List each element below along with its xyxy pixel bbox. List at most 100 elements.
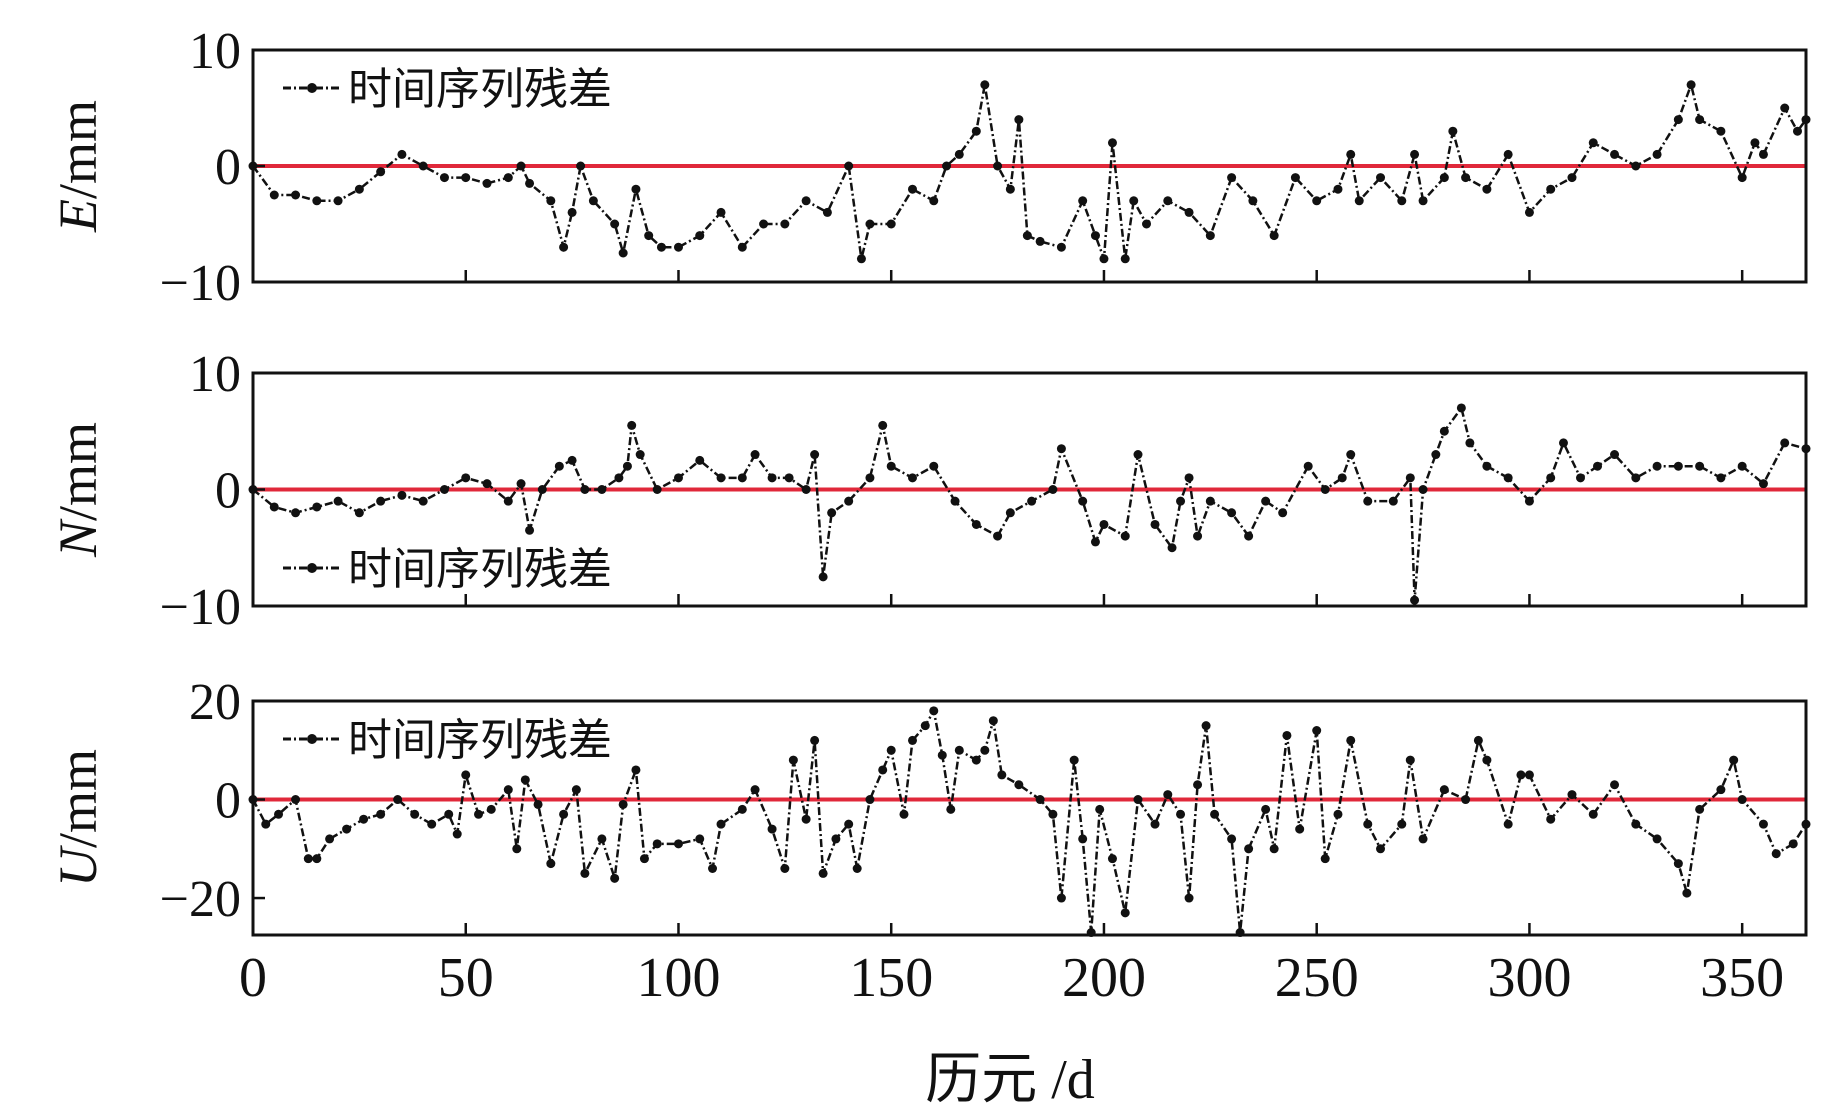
data-point bbox=[1056, 242, 1066, 252]
data-point bbox=[567, 455, 577, 465]
data-point bbox=[942, 161, 952, 171]
data-point bbox=[1465, 438, 1475, 448]
data-point bbox=[1210, 809, 1220, 819]
data-point bbox=[899, 809, 909, 819]
data-point bbox=[695, 455, 705, 465]
data-point bbox=[354, 184, 364, 194]
data-point bbox=[1354, 196, 1364, 206]
data-point bbox=[980, 745, 990, 755]
data-point bbox=[444, 809, 454, 819]
data-point bbox=[1346, 450, 1356, 460]
data-point bbox=[610, 219, 620, 229]
data-point bbox=[1346, 735, 1356, 745]
data-point bbox=[644, 231, 654, 241]
data-point bbox=[750, 785, 760, 795]
data-point bbox=[1363, 819, 1373, 829]
data-point bbox=[1069, 755, 1079, 765]
legend-marker-icon bbox=[307, 83, 317, 93]
data-point bbox=[1439, 173, 1449, 183]
data-point bbox=[576, 161, 586, 171]
data-point bbox=[1163, 790, 1173, 800]
data-point bbox=[878, 765, 888, 775]
data-point bbox=[516, 479, 526, 489]
data-point bbox=[1737, 461, 1747, 471]
data-point bbox=[1120, 254, 1130, 264]
data-point bbox=[359, 814, 369, 824]
data-point bbox=[1295, 824, 1305, 834]
data-point bbox=[673, 242, 683, 252]
data-point bbox=[580, 485, 590, 494]
data-point bbox=[1729, 755, 1739, 765]
data-point bbox=[1410, 595, 1420, 605]
x-tick-label: 200 bbox=[1062, 947, 1146, 1009]
data-point bbox=[376, 809, 386, 819]
data-point bbox=[1737, 795, 1747, 805]
data-point bbox=[1056, 444, 1066, 454]
data-point bbox=[393, 795, 403, 805]
data-point bbox=[1682, 888, 1692, 898]
data-point bbox=[1244, 844, 1254, 854]
data-point bbox=[780, 863, 790, 873]
data-point bbox=[1176, 809, 1186, 819]
data-point bbox=[737, 473, 747, 483]
data-point bbox=[1431, 450, 1441, 460]
data-point bbox=[1107, 854, 1117, 864]
data-point bbox=[376, 496, 386, 506]
data-point bbox=[1227, 508, 1237, 518]
legend: 时间序列残差 bbox=[283, 545, 612, 594]
data-point bbox=[1652, 149, 1662, 159]
x-tick-label: 250 bbox=[1275, 947, 1359, 1009]
data-point bbox=[269, 190, 279, 200]
data-point bbox=[1750, 138, 1760, 148]
legend-label: 时间序列残差 bbox=[348, 65, 612, 114]
data-point bbox=[827, 508, 837, 518]
data-point bbox=[503, 785, 513, 795]
data-point bbox=[1631, 819, 1641, 829]
data-point bbox=[503, 173, 513, 183]
data-point bbox=[1673, 461, 1683, 471]
data-point bbox=[261, 819, 271, 829]
data-point bbox=[1686, 80, 1696, 90]
data-point bbox=[1078, 196, 1088, 206]
y-axis-variable: U bbox=[48, 845, 108, 887]
data-point bbox=[652, 839, 662, 849]
data-point bbox=[1503, 819, 1513, 829]
data-point bbox=[907, 473, 917, 483]
data-point bbox=[1090, 537, 1100, 547]
data-point bbox=[618, 799, 628, 809]
data-point bbox=[1150, 819, 1160, 829]
data-point bbox=[1473, 735, 1483, 745]
data-point bbox=[461, 770, 471, 780]
data-point bbox=[865, 219, 875, 229]
data-point bbox=[1780, 438, 1790, 448]
x-tick-label: 300 bbox=[1487, 947, 1571, 1009]
data-point bbox=[1593, 461, 1603, 471]
data-point bbox=[503, 496, 513, 506]
data-point bbox=[929, 461, 939, 471]
data-point bbox=[767, 473, 777, 483]
data-point bbox=[1095, 804, 1105, 814]
data-point bbox=[1099, 254, 1109, 264]
data-point bbox=[618, 248, 628, 258]
data-point bbox=[1610, 450, 1620, 460]
data-point bbox=[1269, 844, 1279, 854]
data-point bbox=[1448, 126, 1458, 136]
data-point bbox=[865, 795, 875, 805]
data-point bbox=[597, 834, 607, 844]
data-point bbox=[333, 496, 343, 506]
data-point bbox=[1546, 184, 1556, 194]
data-point bbox=[597, 485, 607, 494]
data-point bbox=[333, 196, 343, 206]
data-point bbox=[810, 735, 820, 745]
data-point bbox=[1456, 403, 1466, 413]
data-point bbox=[886, 745, 896, 755]
data-point bbox=[822, 207, 832, 217]
plot-frame bbox=[251, 699, 1808, 937]
data-point bbox=[622, 461, 632, 471]
data-point bbox=[920, 721, 930, 731]
data-point bbox=[303, 854, 313, 864]
data-point bbox=[1516, 770, 1526, 780]
data-point bbox=[1610, 780, 1620, 790]
data-point bbox=[801, 814, 811, 824]
data-point bbox=[1184, 473, 1194, 483]
